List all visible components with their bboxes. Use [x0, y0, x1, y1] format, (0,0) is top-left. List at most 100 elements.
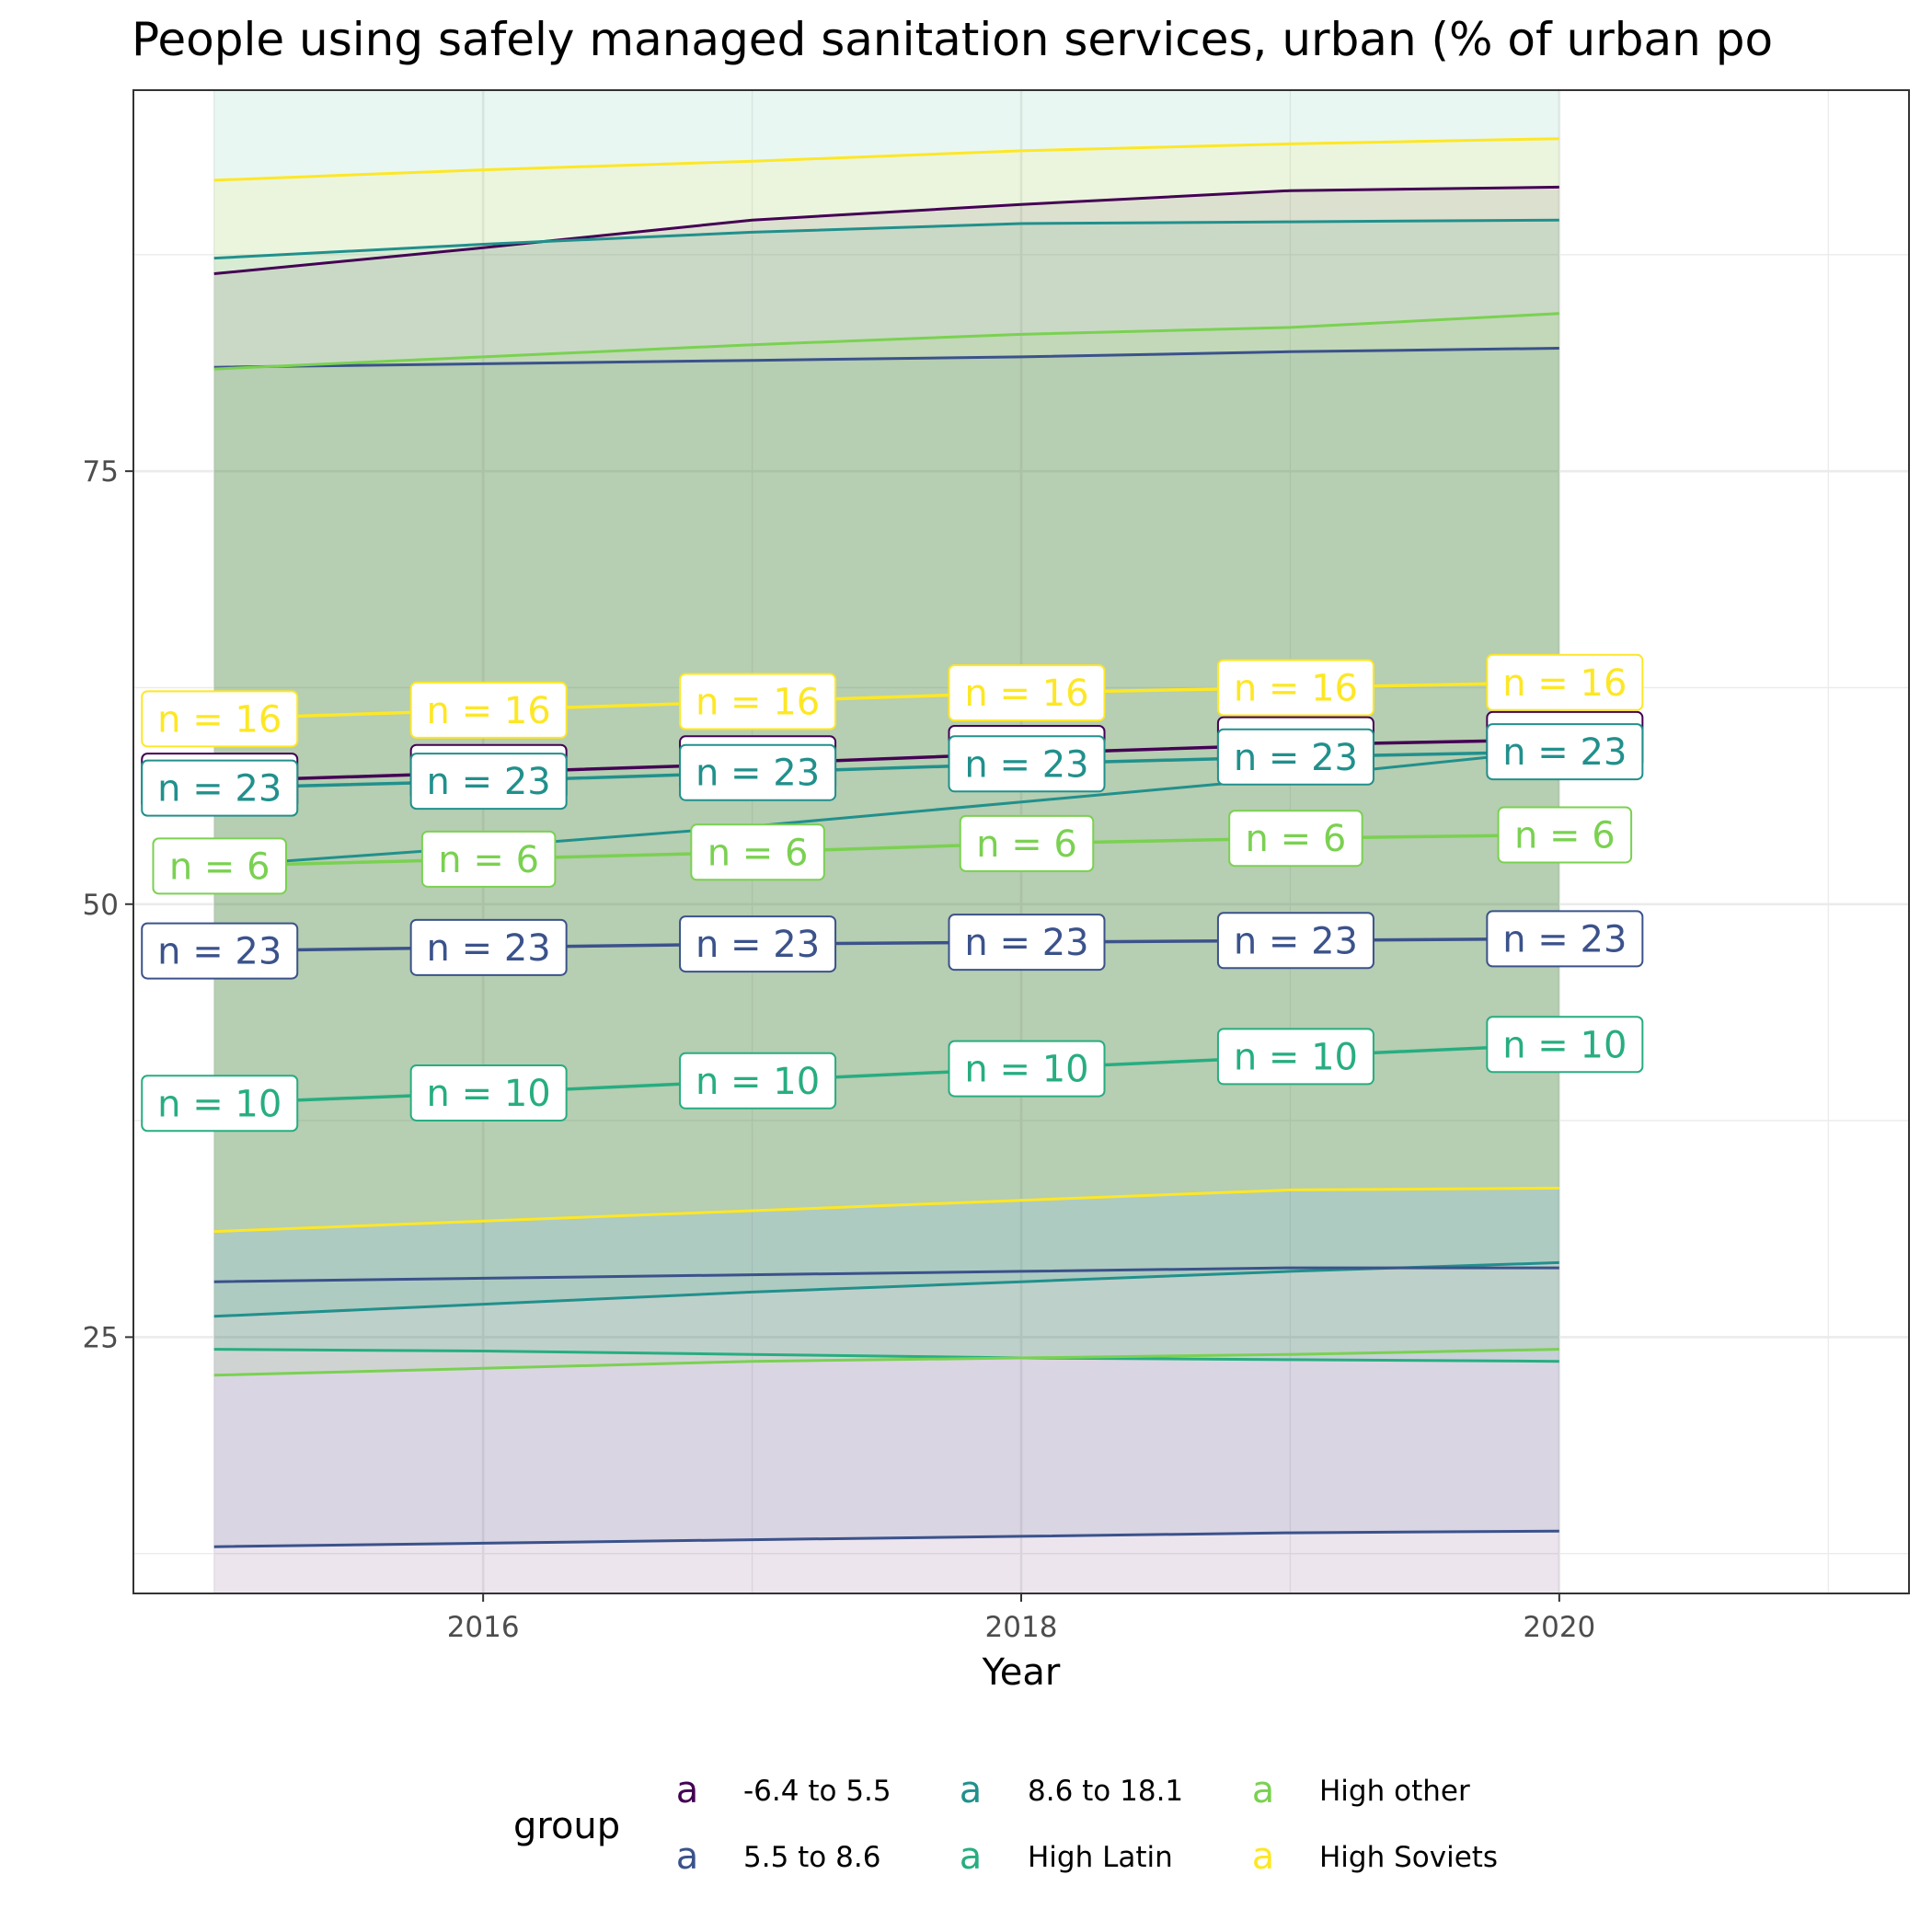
count-label: n = 10 [1216, 1028, 1374, 1086]
count-label-box [1486, 1016, 1644, 1074]
count-labels: n = 23 n = 23 n = 23 n = 23 n = 23 n = 23 n = … [141, 653, 1644, 1133]
count-label-box [1228, 810, 1363, 868]
count-label-text: n = 23 [1502, 918, 1627, 960]
count-label-box [948, 1040, 1106, 1098]
count-label-text: n = 23 [696, 753, 820, 795]
legend-item: a 8.6 to 18.1 [960, 1769, 1183, 1811]
count-label-box [679, 1052, 837, 1110]
bound-lower-line-3 [213, 1348, 1559, 1363]
count-label-text: n = 6 [1514, 814, 1616, 857]
legend-key: a [676, 1835, 699, 1878]
count-label-text: n = 16 [157, 698, 282, 741]
legend: group a -6.4 to 5.5 a 5.5 to 8.6 a 8.6 to 18.… [513, 1769, 1498, 1878]
chart-title: People using safely managed sanitation s… [132, 13, 1773, 66]
count-label: n = 10 [409, 1064, 568, 1121]
x-axis-title: Year [982, 1651, 1061, 1694]
count-label-text: n = 23 [427, 927, 551, 970]
count-label-text: n = 10 [427, 1073, 551, 1115]
count-label-text: n = 23 [964, 743, 1088, 786]
count-label-text: n = 23 [696, 924, 820, 966]
count-label-text: n = 10 [1502, 1024, 1627, 1066]
count-label: n = 23 [679, 915, 837, 973]
count-label-box [1486, 910, 1644, 968]
count-label: n = 6 [1228, 810, 1363, 868]
count-label-box [141, 922, 299, 980]
count-label: n = 16 [141, 690, 299, 748]
legend-label: High Soviets [1319, 1841, 1498, 1874]
count-label-box [1486, 723, 1644, 781]
count-label-box [409, 918, 568, 976]
count-label-text: n = 23 [1234, 737, 1358, 779]
x-tick-label: 2020 [1523, 1611, 1595, 1644]
bound-upper-line-5 [213, 137, 1559, 182]
bound-upper-line-4 [213, 312, 1559, 371]
count-label: n = 6 [959, 814, 1095, 872]
count-label-box [690, 823, 825, 881]
legend-item: a High other [1252, 1769, 1470, 1811]
band-1 [213, 348, 1559, 1547]
count-label: n = 23 [1216, 912, 1374, 970]
x-tick-label: 2018 [985, 1611, 1058, 1644]
count-label-box [420, 830, 557, 888]
count-label-box [679, 743, 837, 801]
count-label: n = 23 [948, 735, 1106, 793]
legend-key: a [1252, 1835, 1275, 1878]
x-axis: 2016 2018 2020 [447, 1593, 1595, 1644]
count-label-box [948, 735, 1106, 793]
count-label-box [152, 837, 287, 895]
count-label: n = 16 [409, 681, 568, 739]
legend-key: a [1252, 1769, 1275, 1811]
count-label-text: n = 6 [976, 823, 1077, 866]
legend-item: a High Latin [960, 1835, 1173, 1878]
count-label: n = 6 [690, 823, 825, 881]
count-label: n = 23 [948, 914, 1106, 972]
legend-key: a [676, 1769, 699, 1811]
count-label: n = 10 [948, 1040, 1106, 1098]
legend-item: a 5.5 to 8.6 [676, 1835, 881, 1878]
count-label-box [679, 915, 837, 973]
count-label: n = 16 [1486, 653, 1644, 711]
count-label-text: n = 6 [707, 832, 809, 874]
count-label-box [141, 1075, 299, 1133]
count-label-text: n = 10 [157, 1083, 282, 1125]
x-tick-label: 2016 [447, 1611, 520, 1644]
y-tick-label: 50 [83, 889, 119, 922]
count-label-box [1486, 653, 1644, 711]
bound-upper-line-2 [213, 218, 1559, 260]
count-label-box [1216, 659, 1374, 717]
count-label: n = 10 [141, 1075, 299, 1133]
legend-item: a High Soviets [1252, 1835, 1498, 1878]
count-label-text: n = 23 [1234, 920, 1358, 962]
count-label: n = 23 [1486, 910, 1644, 968]
count-label-text: n = 23 [964, 922, 1088, 964]
legend-label: High Latin [1028, 1841, 1173, 1874]
bound-lower-line-5 [213, 1187, 1559, 1234]
extra-line-0 [213, 1266, 1559, 1283]
count-label: n = 6 [420, 830, 557, 888]
count-label-box [679, 673, 837, 730]
count-label-text: n = 10 [964, 1049, 1088, 1091]
count-label-box [1216, 728, 1374, 786]
legend-label: -6.4 to 5.5 [743, 1775, 891, 1808]
count-label: n = 23 [1486, 723, 1644, 781]
count-label-text: n = 6 [1246, 818, 1347, 860]
count-label: n = 23 [1216, 728, 1374, 786]
legend-key: a [960, 1835, 983, 1878]
bound-lower-line-2 [213, 1260, 1559, 1318]
legend-label: High other [1319, 1775, 1470, 1808]
count-label-box [948, 664, 1106, 722]
count-label-text: n = 16 [964, 673, 1088, 715]
band-0 [213, 187, 1559, 1593]
count-label-text: n = 16 [696, 682, 820, 724]
count-label: n = 23 [409, 918, 568, 976]
count-label-box [141, 690, 299, 748]
count-label-box [1497, 806, 1633, 864]
count-label-box [948, 914, 1106, 972]
count-label-box [409, 753, 568, 811]
legend-label: 5.5 to 8.6 [743, 1841, 880, 1874]
count-label-text: n = 16 [427, 690, 551, 732]
count-label: n = 23 [409, 753, 568, 811]
count-label: n = 23 [141, 922, 299, 980]
count-label: n = 23 [141, 759, 299, 817]
bound-lower-line-1 [213, 1529, 1559, 1548]
